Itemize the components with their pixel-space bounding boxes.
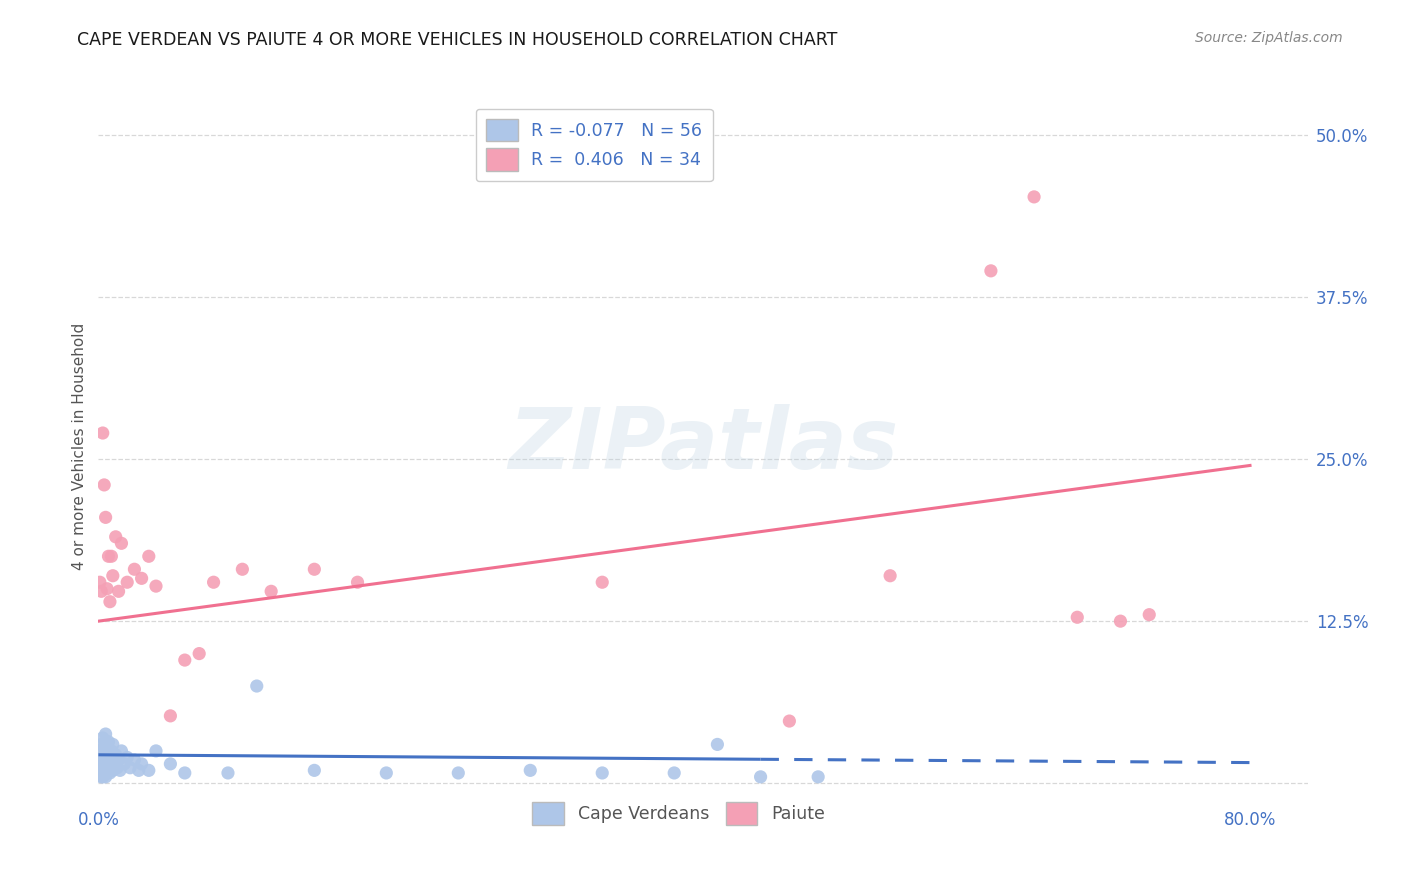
Point (91, 770, 114, 784)
Point (1109, 614, 1132, 628)
Point (120, 761, 142, 775)
Point (104, 747, 127, 762)
Point (131, 571, 153, 585)
Point (101, 764, 124, 778)
Legend: Cape Verdeans, Paiute: Cape Verdeans, Paiute (523, 794, 834, 833)
Point (98, 595, 121, 609)
Point (91, 425, 114, 440)
Point (91, 753, 114, 767)
Point (90, 764, 112, 778)
Point (778, 714, 800, 728)
Point (89, 756, 111, 771)
Point (591, 766, 613, 780)
Point (96, 744, 118, 758)
Point (706, 738, 728, 752)
Text: Source: ZipAtlas.com: Source: ZipAtlas.com (1195, 31, 1343, 45)
Point (159, 756, 181, 771)
Point (519, 764, 541, 778)
Point (591, 575, 613, 590)
Point (93, 756, 115, 771)
Point (90, 738, 112, 752)
Point (101, 738, 124, 752)
Point (94, 727, 117, 741)
Point (304, 562, 326, 576)
Text: CAPE VERDEAN VS PAIUTE 4 OR MORE VEHICLES IN HOUSEHOLD CORRELATION CHART: CAPE VERDEAN VS PAIUTE 4 OR MORE VEHICLE… (77, 31, 838, 49)
Point (100, 761, 122, 775)
Point (93, 766, 115, 780)
Point (124, 562, 146, 576)
Point (145, 744, 167, 758)
Point (100, 549, 122, 564)
Point (375, 766, 398, 780)
Point (124, 753, 146, 767)
Point (664, 766, 686, 780)
Point (188, 647, 211, 661)
Point (110, 744, 132, 758)
Point (100, 744, 122, 758)
Point (104, 530, 127, 544)
Point (105, 761, 128, 775)
Point (145, 579, 167, 593)
Y-axis label: 4 or more Vehicles in Household: 4 or more Vehicles in Household (72, 322, 87, 570)
Point (138, 549, 160, 564)
Point (304, 764, 326, 778)
Point (138, 764, 160, 778)
Point (101, 568, 124, 582)
Point (98, 766, 121, 780)
Point (103, 753, 125, 767)
Text: ZIPatlas: ZIPatlas (508, 404, 898, 488)
Point (112, 756, 135, 771)
Point (807, 770, 830, 784)
Point (128, 764, 150, 778)
Point (115, 750, 138, 764)
Point (93, 478, 115, 492)
Point (97, 735, 120, 749)
Point (749, 770, 772, 784)
Point (159, 709, 181, 723)
Point (91, 731, 114, 745)
Point (108, 764, 131, 778)
Point (447, 766, 470, 780)
Point (246, 679, 269, 693)
Point (107, 584, 129, 599)
Point (89, 575, 111, 590)
Point (96, 582, 118, 596)
Point (94, 747, 117, 762)
Point (96, 766, 118, 780)
Point (91, 764, 114, 778)
Point (1066, 610, 1088, 624)
Point (94, 761, 117, 775)
Point (260, 584, 283, 599)
Point (90, 750, 112, 764)
Point (90, 770, 112, 784)
Point (93, 739, 115, 754)
Point (879, 568, 901, 582)
Point (1137, 607, 1160, 622)
Point (90, 584, 112, 599)
Point (94, 510, 117, 524)
Point (231, 562, 253, 576)
Point (346, 575, 368, 590)
Point (110, 536, 132, 550)
Point (131, 756, 153, 771)
Point (173, 766, 195, 780)
Point (89, 744, 111, 758)
Point (115, 575, 138, 590)
Point (96, 756, 118, 771)
Point (217, 766, 239, 780)
Point (94, 770, 117, 784)
Point (98, 750, 121, 764)
Point (1022, 190, 1045, 204)
Point (107, 753, 129, 767)
Point (97, 764, 120, 778)
Point (202, 575, 225, 590)
Point (173, 653, 195, 667)
Point (97, 549, 120, 564)
Point (89, 766, 111, 780)
Point (980, 264, 1002, 278)
